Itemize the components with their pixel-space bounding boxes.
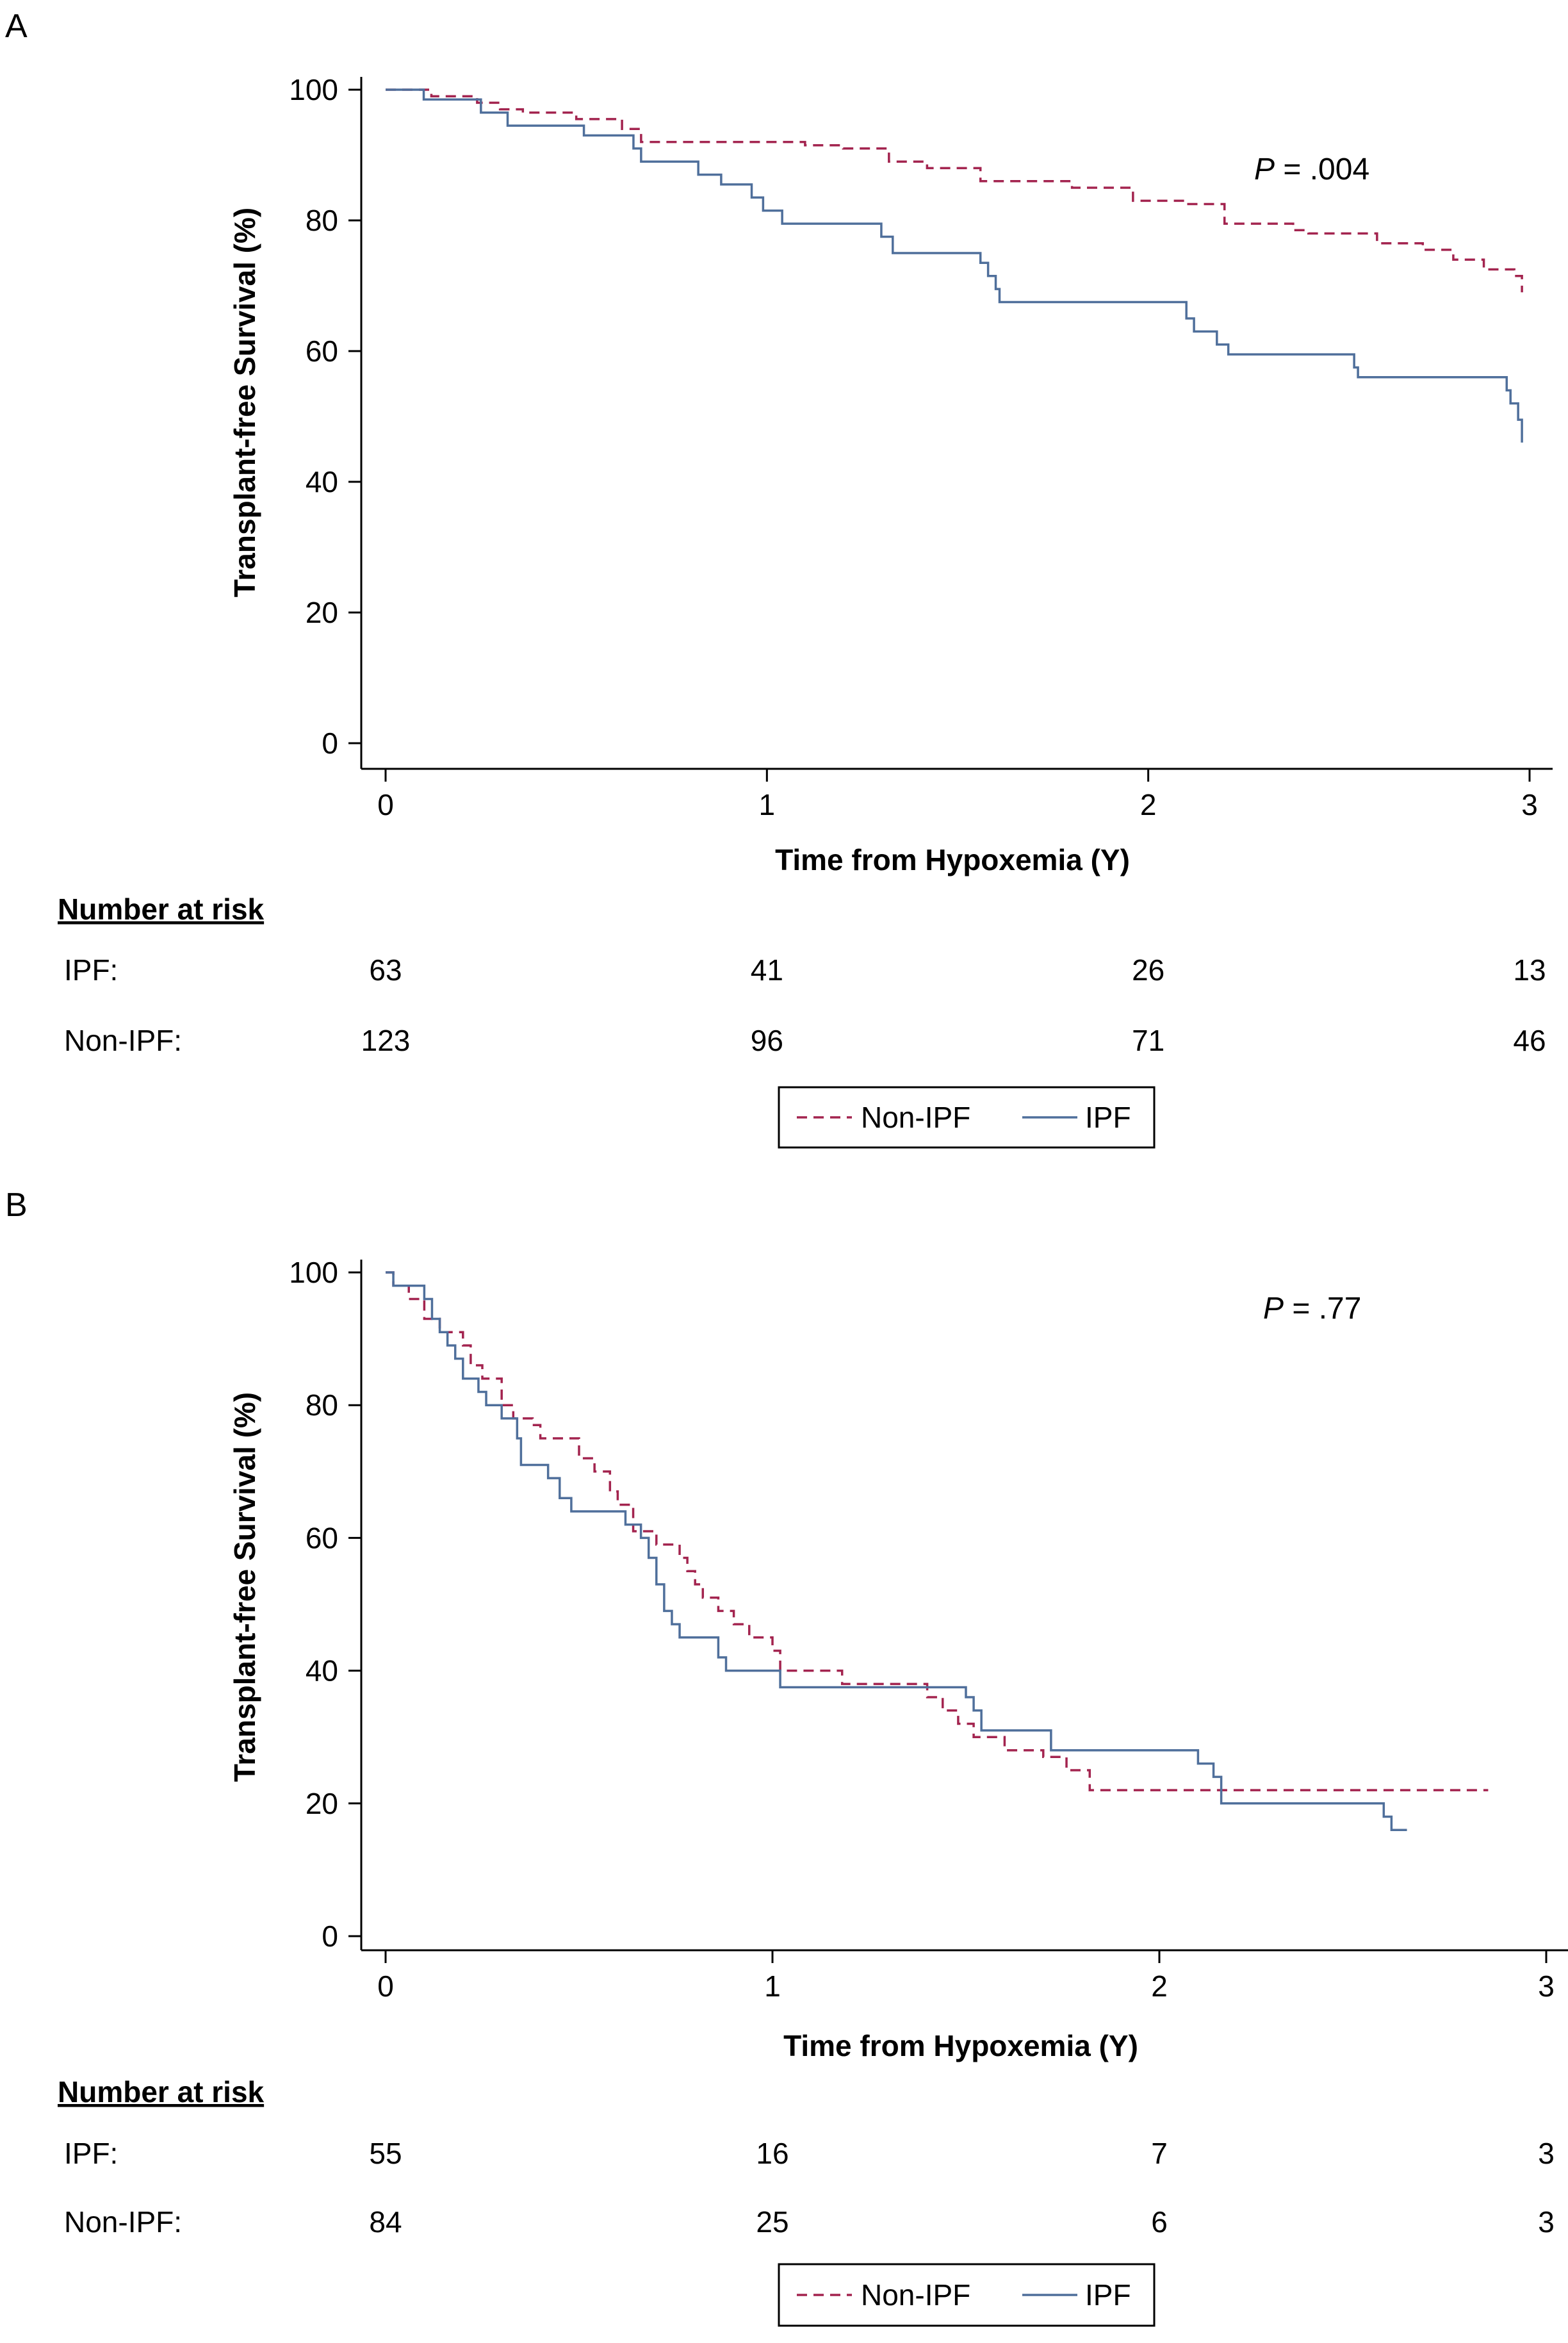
legend-label-ipf: IPF <box>1085 1101 1131 1134</box>
y-tick-label: 100 <box>289 73 338 106</box>
risk-value: 7 <box>1151 2137 1168 2170</box>
risk-value: 6 <box>1151 2205 1168 2239</box>
x-tick-label: 0 <box>377 1969 394 2003</box>
p-value: = .77 <box>1284 1292 1361 1326</box>
risk-row-label-ipf: IPF: <box>64 953 118 987</box>
y-tick-label: 0 <box>322 1920 338 1953</box>
risk-value: 13 <box>1513 953 1546 987</box>
y-tick-label: 80 <box>306 1388 338 1422</box>
legend-label-non-ipf: Non-IPF <box>861 2278 970 2312</box>
series-group <box>386 1271 1489 1831</box>
risk-table-title: Number at risk <box>58 892 265 926</box>
x-ticks: 0 1 2 3 <box>377 769 1538 821</box>
y-tick-label: 60 <box>306 1521 338 1554</box>
risk-values: 63 41 26 13 123 96 71 46 <box>361 953 1546 1057</box>
y-ticks: 0 20 40 60 80 100 <box>289 73 361 760</box>
y-tick-label: 80 <box>306 204 338 237</box>
x-tick-label: 2 <box>1151 1969 1168 2003</box>
risk-row-label-non-ipf: Non-IPF: <box>64 1024 182 1057</box>
x-ticks: 0 1 2 3 <box>377 1950 1555 2003</box>
series-group <box>386 88 1523 443</box>
risk-value: 84 <box>369 2205 402 2239</box>
y-tick-label: 0 <box>322 727 338 760</box>
series-line-ipf <box>386 1271 1407 1831</box>
x-tick-label: 2 <box>1140 788 1157 821</box>
risk-value: 46 <box>1513 1024 1546 1057</box>
risk-row-label-non-ipf: Non-IPF: <box>64 2205 182 2239</box>
risk-value: 123 <box>361 1024 411 1057</box>
panel-a-label: A <box>5 8 28 45</box>
risk-value: 63 <box>369 953 402 987</box>
risk-values: 55 16 7 3 84 25 6 3 <box>369 2137 1554 2239</box>
y-tick-label: 100 <box>289 1256 338 1289</box>
risk-value: 25 <box>756 2205 788 2239</box>
legend-label-non-ipf: Non-IPF <box>861 1101 970 1134</box>
legend-label-ipf: IPF <box>1085 2278 1131 2312</box>
legend-box <box>778 2263 1156 2327</box>
risk-table-title: Number at risk <box>58 2075 265 2109</box>
panel-b-label: B <box>5 1187 28 1224</box>
y-tick-label: 20 <box>306 1787 338 1820</box>
risk-value: 26 <box>1132 953 1164 987</box>
panel-b: B 0 20 40 60 80 100 0 1 2 3 Transplant-free Surv… <box>0 1170 1568 2340</box>
y-tick-label: 40 <box>306 1654 338 1688</box>
y-axis-label: Transplant-free Survival (%) <box>228 1392 261 1782</box>
p-value-annotation: P = .77 <box>1263 1292 1361 1326</box>
x-axis-label: Time from Hypoxemia (Y) <box>775 843 1130 876</box>
p-label: P <box>1263 1292 1284 1326</box>
x-axis-label: Time from Hypoxemia (Y) <box>783 2029 1138 2062</box>
p-value-annotation: P = .004 <box>1254 152 1369 186</box>
x-tick-label: 1 <box>759 788 776 821</box>
risk-value: 3 <box>1538 2137 1555 2170</box>
x-tick-label: 3 <box>1538 1969 1555 2003</box>
p-label: P <box>1254 152 1275 186</box>
y-ticks: 0 20 40 60 80 100 <box>289 1256 361 1953</box>
risk-row-label-ipf: IPF: <box>64 2137 118 2170</box>
risk-value: 96 <box>751 1024 783 1057</box>
series-line-ipf <box>386 88 1523 443</box>
y-tick-label: 60 <box>306 334 338 368</box>
series-line-non-ipf <box>386 88 1523 293</box>
x-tick-label: 0 <box>377 788 394 821</box>
risk-value: 41 <box>751 953 783 987</box>
risk-value: 55 <box>369 2137 402 2170</box>
y-axis-label: Transplant-free Survival (%) <box>228 208 261 597</box>
risk-value: 3 <box>1538 2205 1555 2239</box>
risk-value: 16 <box>756 2137 788 2170</box>
series-line-non-ipf <box>386 1271 1489 1791</box>
x-tick-label: 1 <box>764 1969 781 2003</box>
p-value: = .004 <box>1275 152 1369 186</box>
x-tick-label: 3 <box>1521 788 1538 821</box>
legend-box <box>778 1086 1156 1149</box>
y-tick-label: 20 <box>306 596 338 629</box>
chart-b: B 0 20 40 60 80 100 0 1 2 3 Transplant-free Surv… <box>5 1187 1568 2327</box>
y-tick-label: 40 <box>306 465 338 498</box>
risk-value: 71 <box>1132 1024 1164 1057</box>
